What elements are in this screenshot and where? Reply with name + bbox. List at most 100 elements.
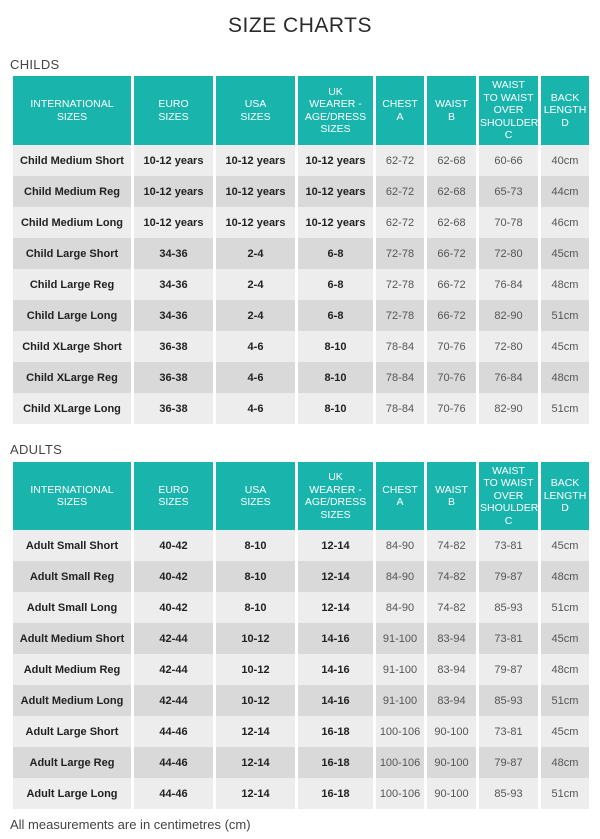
table-cell-back-length-d: 51cm (541, 592, 589, 623)
table-cell-euro-sizes: 40-42 (134, 530, 213, 561)
adults-header-waist-b: WAIST B (427, 462, 476, 530)
table-cell-international-sizes: Child Medium Long (13, 207, 131, 238)
childs-section-label: CHILDS (10, 57, 60, 72)
table-row: Adult Large Reg 44-46 12-14 16-18 100-106 90-… (13, 747, 589, 778)
table-cell-international-sizes: Adult Large Short (13, 716, 131, 747)
table-cell-euro-sizes: 44-46 (134, 747, 213, 778)
table-cell-waist-b: 74-82 (427, 592, 476, 623)
table-cell-international-sizes: Adult Medium Long (13, 685, 131, 716)
table-cell-waist-over-shoulder-c: 85-93 (479, 778, 538, 809)
table-cell-chest-a: 100-106 (376, 716, 424, 747)
table-cell-euro-sizes: 40-42 (134, 592, 213, 623)
table-cell-uk-sizes: 14-16 (298, 654, 373, 685)
adults-section-label: ADULTS (10, 442, 63, 457)
childs-header-back-length-d: BACK LENGTH D (541, 76, 589, 145)
table-row: Child Large Long 34-36 2-4 6-8 72-78 66-72 82-… (13, 300, 589, 331)
table-cell-euro-sizes: 36-38 (134, 362, 213, 393)
table-cell-international-sizes: Adult Large Long (13, 778, 131, 809)
table-row: Child Medium Reg 10-12 years 10-12 years 10… (13, 176, 589, 207)
table-cell-uk-sizes: 14-16 (298, 623, 373, 654)
table-cell-back-length-d: 51cm (541, 300, 589, 331)
adults-header-row: INTERNATIONAL SIZES EURO SIZES USA SIZES UK… (13, 462, 589, 530)
table-cell-waist-b: 70-76 (427, 331, 476, 362)
table-cell-usa-sizes: 8-10 (216, 592, 295, 623)
table-row: Child XLarge Short 36-38 4-6 8-10 78-84 70-76… (13, 331, 589, 362)
table-cell-back-length-d: 46cm (541, 207, 589, 238)
page-title: SIZE CHARTS (228, 14, 372, 37)
adults-header-international-sizes: INTERNATIONAL SIZES (13, 462, 131, 530)
table-cell-international-sizes: Adult Medium Reg (13, 654, 131, 685)
table-cell-euro-sizes: 10-12 years (134, 207, 213, 238)
table-cell-uk-sizes: 16-18 (298, 778, 373, 809)
table-cell-chest-a: 84-90 (376, 561, 424, 592)
table-cell-uk-sizes: 8-10 (298, 362, 373, 393)
table-cell-waist-over-shoulder-c: 82-90 (479, 393, 538, 424)
childs-header-euro-sizes: EURO SIZES (134, 76, 213, 145)
table-cell-chest-a: 62-72 (376, 176, 424, 207)
table-cell-euro-sizes: 42-44 (134, 685, 213, 716)
table-cell-back-length-d: 48cm (541, 561, 589, 592)
table-cell-uk-sizes: 12-14 (298, 530, 373, 561)
table-cell-waist-b: 62-68 (427, 145, 476, 176)
childs-header-usa-sizes: USA SIZES (216, 76, 295, 145)
table-cell-international-sizes: Child Medium Short (13, 145, 131, 176)
table-cell-uk-sizes: 12-14 (298, 561, 373, 592)
table-cell-waist-over-shoulder-c: 76-84 (479, 362, 538, 393)
table-cell-international-sizes: Adult Small Long (13, 592, 131, 623)
table-cell-back-length-d: 51cm (541, 393, 589, 424)
table-cell-euro-sizes: 42-44 (134, 654, 213, 685)
table-cell-waist-b: 90-100 (427, 778, 476, 809)
table-cell-back-length-d: 48cm (541, 747, 589, 778)
table-cell-waist-over-shoulder-c: 65-73 (479, 176, 538, 207)
table-cell-back-length-d: 45cm (541, 530, 589, 561)
table-cell-waist-over-shoulder-c: 73-81 (479, 716, 538, 747)
table-cell-usa-sizes: 2-4 (216, 269, 295, 300)
adults-header-chest-a: CHEST A (376, 462, 424, 530)
table-cell-chest-a: 84-90 (376, 592, 424, 623)
table-row: Child Large Short 34-36 2-4 6-8 72-78 66-72 72… (13, 238, 589, 269)
table-cell-waist-b: 83-94 (427, 685, 476, 716)
table-cell-euro-sizes: 44-46 (134, 778, 213, 809)
table-cell-waist-over-shoulder-c: 85-93 (479, 592, 538, 623)
table-cell-international-sizes: Child Large Short (13, 238, 131, 269)
table-cell-waist-b: 83-94 (427, 623, 476, 654)
table-cell-international-sizes: Adult Large Reg (13, 747, 131, 778)
table-cell-usa-sizes: 12-14 (216, 716, 295, 747)
table-cell-uk-sizes: 16-18 (298, 716, 373, 747)
table-cell-chest-a: 100-106 (376, 747, 424, 778)
table-cell-chest-a: 72-78 (376, 238, 424, 269)
table-cell-uk-sizes: 16-18 (298, 747, 373, 778)
table-cell-usa-sizes: 10-12 (216, 685, 295, 716)
adults-header-back-length-d: BACK LENGTH D (541, 462, 589, 530)
table-cell-waist-over-shoulder-c: 70-78 (479, 207, 538, 238)
table-cell-chest-a: 91-100 (376, 623, 424, 654)
table-cell-back-length-d: 48cm (541, 654, 589, 685)
table-cell-international-sizes: Adult Medium Short (13, 623, 131, 654)
table-cell-uk-sizes: 8-10 (298, 393, 373, 424)
table-cell-chest-a: 78-84 (376, 331, 424, 362)
table-cell-waist-b: 62-68 (427, 176, 476, 207)
table-cell-chest-a: 62-72 (376, 207, 424, 238)
table-cell-chest-a: 72-78 (376, 300, 424, 331)
childs-header-row: INTERNATIONAL SIZES EURO SIZES USA SIZES UK… (13, 76, 589, 145)
table-cell-waist-over-shoulder-c: 79-87 (479, 747, 538, 778)
table-cell-usa-sizes: 12-14 (216, 778, 295, 809)
table-row: Adult Medium Reg 42-44 10-12 14-16 91-100 83-… (13, 654, 589, 685)
childs-header-waist-over-shoulder-c: WAIST TO WAIST OVER SHOULDER C (479, 76, 538, 145)
table-cell-uk-sizes: 8-10 (298, 331, 373, 362)
table-cell-euro-sizes: 34-36 (134, 269, 213, 300)
table-cell-waist-b: 74-82 (427, 530, 476, 561)
table-cell-waist-over-shoulder-c: 76-84 (479, 269, 538, 300)
table-cell-back-length-d: 51cm (541, 685, 589, 716)
table-cell-back-length-d: 44cm (541, 176, 589, 207)
table-cell-back-length-d: 45cm (541, 331, 589, 362)
childs-header-uk-sizes: UK WEARER - AGE/DRESS SIZES (298, 76, 373, 145)
table-cell-international-sizes: Child Medium Reg (13, 176, 131, 207)
table-cell-euro-sizes: 40-42 (134, 561, 213, 592)
table-cell-international-sizes: Adult Small Short (13, 530, 131, 561)
table-cell-usa-sizes: 4-6 (216, 362, 295, 393)
table-cell-back-length-d: 45cm (541, 238, 589, 269)
table-cell-international-sizes: Child XLarge Reg (13, 362, 131, 393)
table-cell-uk-sizes: 10-12 years (298, 176, 373, 207)
adults-header-euro-sizes: EURO SIZES (134, 462, 213, 530)
